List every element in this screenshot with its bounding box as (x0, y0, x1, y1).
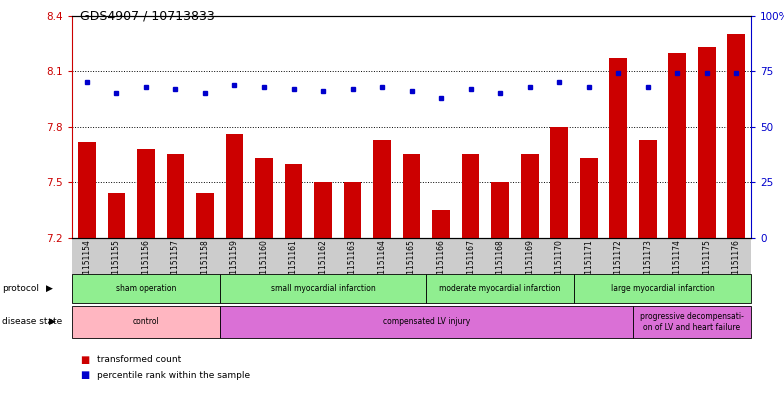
Bar (669, 53, 686, 238)
Bar (196, 193, 214, 238)
Bar (462, 154, 480, 238)
Bar (107, 193, 125, 238)
Bar (550, 127, 568, 238)
Bar (521, 154, 539, 238)
Text: GDS4907 / 10713833: GDS4907 / 10713833 (80, 10, 215, 23)
Text: control: control (132, 318, 159, 326)
Text: transformed count: transformed count (97, 355, 181, 364)
Text: ■: ■ (80, 354, 89, 365)
Bar (166, 154, 184, 238)
Bar (639, 140, 657, 238)
Bar (698, 47, 716, 238)
Text: ■: ■ (80, 370, 89, 380)
Bar (255, 158, 273, 238)
Bar (728, 34, 745, 238)
Text: protocol: protocol (2, 284, 39, 293)
Bar (343, 182, 361, 238)
Bar (609, 58, 627, 238)
Text: small myocardial infarction: small myocardial infarction (270, 284, 376, 293)
Bar (403, 154, 420, 238)
Bar (580, 158, 597, 238)
Bar (226, 134, 243, 238)
Text: progressive decompensati-
on of LV and heart failure: progressive decompensati- on of LV and h… (640, 312, 744, 332)
Text: large myocardial infarction: large myocardial infarction (611, 284, 714, 293)
Bar (137, 149, 154, 238)
Text: percentile rank within the sample: percentile rank within the sample (97, 371, 250, 380)
Bar (432, 210, 450, 238)
Text: sham operation: sham operation (116, 284, 176, 293)
Bar (314, 182, 332, 238)
Bar (373, 140, 391, 238)
Text: moderate myocardial infarction: moderate myocardial infarction (440, 284, 561, 293)
Bar (78, 141, 96, 238)
Text: compensated LV injury: compensated LV injury (383, 318, 470, 326)
Text: ▶: ▶ (49, 318, 56, 326)
Text: disease state: disease state (2, 318, 63, 326)
Text: ▶: ▶ (45, 284, 53, 293)
Bar (492, 182, 509, 238)
Bar (285, 164, 303, 238)
